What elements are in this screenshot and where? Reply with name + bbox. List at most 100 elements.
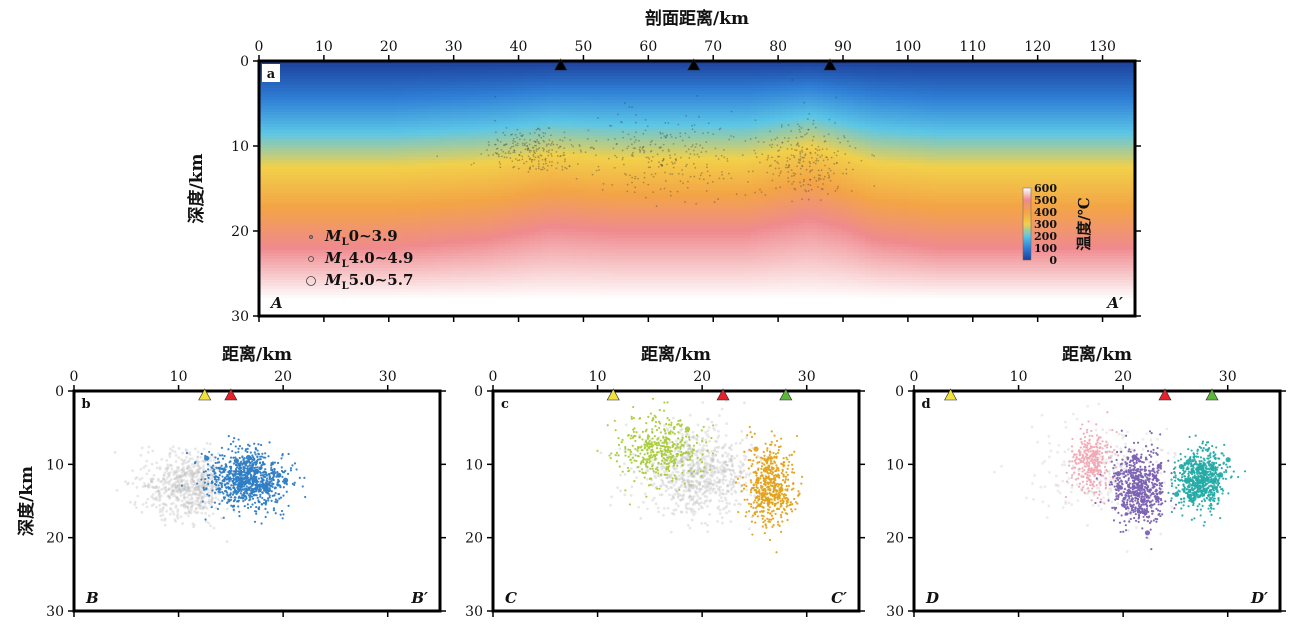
panel-c-cluster-1-quake-186	[672, 462, 676, 465]
panel-b-cluster-quake-488	[221, 454, 224, 457]
panel-a-quake-0-30	[556, 161, 559, 164]
panel-c-cluster-2-quake-464	[777, 467, 780, 470]
panel-c-cluster-1-quake-102	[657, 443, 661, 447]
panel-c-cluster-2-quake-137	[788, 504, 792, 507]
panel-c-cluster-1-quake-140	[666, 449, 669, 452]
panel-b-background-quake-1	[194, 507, 198, 511]
panel-c-cluster-1-quake-52	[650, 441, 654, 444]
panel-a-station-0	[554, 58, 568, 71]
panel-b-cluster-quake-453	[255, 505, 258, 509]
panel-a-quake-2-5	[777, 162, 780, 165]
panel-b-cluster-quake-731	[213, 472, 216, 475]
panel-d-cluster-2-quake-184	[1108, 483, 1111, 486]
panel-c-background-quake-762	[738, 470, 742, 474]
panel-b-cluster-quake-276	[280, 457, 283, 460]
panel-c-cluster-1-quake-268	[690, 472, 693, 475]
panel-c-background-quake-702	[685, 479, 688, 483]
panel-b-cluster-quake-88	[303, 476, 306, 479]
panel-b-cluster-quake-428	[269, 484, 273, 487]
panel-c-cluster-2-quake-422	[746, 498, 749, 501]
panel-c-background-quake-674	[692, 435, 696, 438]
panel-b-cluster-quake-851	[254, 453, 257, 456]
panel-a-quake-1-141	[643, 171, 646, 174]
panel-b-background-quake-312	[194, 475, 197, 479]
panel-c-background-quake-254	[692, 464, 696, 467]
panel-c-background-quake-154	[689, 485, 692, 489]
panel-b-cluster-quake-102	[293, 481, 296, 484]
panel-d-cluster-1-quake-233	[1080, 475, 1083, 478]
panel-c-background-quake-348	[743, 401, 746, 405]
panel-b-background-quake-451	[141, 485, 145, 489]
panel-c-cluster-1-quake-299	[644, 462, 647, 466]
panel-b-cluster-quake-750	[259, 480, 262, 483]
panel-b-background-quake-579	[177, 456, 181, 459]
panel-c-background-quake-710	[671, 494, 675, 498]
panel-c-background-quake-556	[610, 495, 614, 499]
panel-a-quake-1-25	[691, 144, 694, 146]
panel-a-xtick-label-4: 40	[510, 39, 528, 55]
panel-c-background-quake-289	[696, 494, 700, 498]
panel-c-background-quake-11	[685, 439, 688, 443]
panel-b-background-quake-305	[195, 492, 198, 496]
panel-c-cluster-1-quake-304	[700, 474, 703, 478]
panel-c-cluster-2-quake-443	[770, 440, 773, 444]
panel-c-cluster-1-quake-359	[636, 454, 640, 458]
panel-b-background-quake-78	[154, 486, 158, 490]
panel-b-cluster-quake-151	[218, 481, 222, 485]
panel-a-quake-1-45	[612, 147, 615, 150]
panel-c-background-quake-614	[707, 417, 710, 421]
panel-b-background-quake-2	[174, 469, 178, 473]
panel-c-cluster-2-quake-313	[794, 501, 798, 504]
panel-a-quake-1-6	[634, 147, 636, 150]
panel-c-cluster-2-quake-437	[770, 473, 774, 476]
panel-b-background-quake-566	[177, 466, 181, 469]
panel-a-quake-0-84	[520, 134, 523, 137]
panel-c-cluster-1-quake-16	[655, 447, 659, 450]
panel-a-quake-2-123	[780, 125, 783, 128]
panel-c-background-quake-351	[645, 477, 649, 481]
panel-a-quake-1-116	[651, 155, 654, 158]
panel-c-cluster-2-quake-444	[767, 520, 770, 523]
panel-b-background-quake-230	[192, 491, 195, 495]
panel-d-cluster-1-quake-263	[1104, 477, 1108, 480]
panel-c-cluster-1-quake-377	[672, 464, 676, 467]
panel-a-quake-2-29	[771, 156, 773, 159]
panel-d-cluster-1-quake-295	[1078, 467, 1081, 470]
panel-b-background-quake-415	[195, 474, 199, 478]
panel-c-cluster-2-quake-380	[780, 515, 783, 519]
legend-entry-1: ML4.0~4.9	[324, 249, 413, 270]
panel-a-quake-2-134	[810, 156, 813, 159]
panel-a-quake-0-18	[528, 149, 531, 152]
panel-a-quake-0-96	[535, 144, 537, 147]
panel-a-quake-1-80	[669, 194, 672, 197]
panel-c-background-quake-280	[672, 416, 675, 420]
panel-c-background-quake-215	[688, 495, 692, 499]
panel-b-background-quake-265	[184, 511, 188, 515]
panel-c-cluster-1-quake-346	[648, 447, 651, 450]
panel-a-quake-0-94	[572, 152, 575, 154]
panel-a-quake-2-58	[767, 156, 769, 159]
panel-a-quake-2-200	[801, 164, 803, 167]
panel-c-background-quake-258	[707, 435, 710, 439]
panel-c-cluster-2-quake-167	[760, 465, 764, 468]
panel-b-background-quake-447	[135, 485, 139, 489]
panel-c-cluster-1-quake-214	[673, 460, 676, 463]
panel-a-quake-2-181	[815, 180, 818, 182]
panel-c-cluster-1-quake-168	[658, 487, 661, 490]
panel-c-background-quake-738	[738, 441, 742, 445]
panel-c-station-1	[716, 388, 730, 401]
panel-a-quake-1-120	[651, 139, 654, 142]
panel-d-cluster-1-quake-247	[1070, 476, 1073, 479]
panel-b-background-quake-316	[212, 458, 216, 462]
panel-c-background-quake-592	[718, 493, 722, 497]
panel-c-cluster-2-quake-389	[754, 488, 757, 492]
panel-b-background-quake-378	[179, 488, 182, 492]
panel-b-background-quake-8	[201, 495, 205, 499]
panel-b-cluster-quake-703	[253, 493, 256, 496]
panel-d-cluster-1-quake-143	[1077, 472, 1081, 476]
panel-a-quake-2-52	[760, 191, 763, 194]
panel-c-cluster-1-quake-231	[681, 452, 684, 456]
panel-b-background-quake-613	[162, 478, 166, 482]
panel-b-background-quake-92	[211, 483, 215, 487]
panel-c-background-quake-451	[721, 492, 725, 496]
